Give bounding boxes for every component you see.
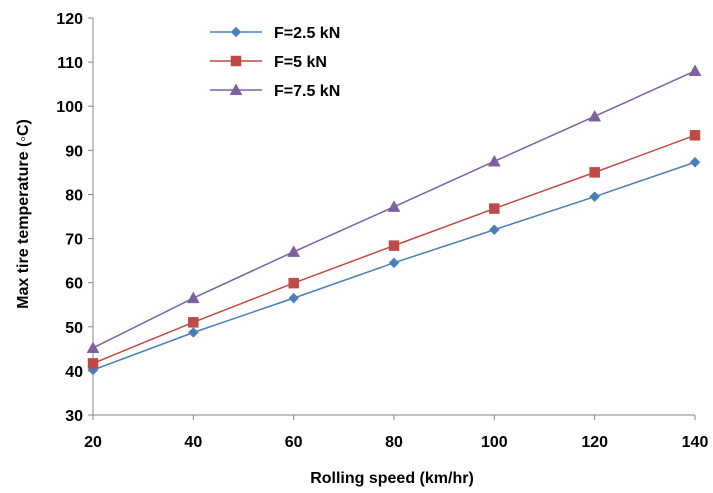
data-point (387, 200, 401, 212)
x-tick-label: 20 (84, 434, 102, 451)
series-3 (86, 64, 702, 354)
y-tick-label: 80 (65, 187, 83, 204)
y-tick-label: 70 (65, 232, 83, 249)
x-axis-title: Rolling speed (km/hr) (310, 470, 474, 487)
y-tick-label: 100 (56, 99, 83, 116)
data-point (288, 277, 299, 289)
axes: 30 40 50 60 70 80 90 100 110 120 20 40 60 80 100 120 140 (56, 11, 708, 451)
x-tick-label: 120 (581, 434, 608, 451)
x-tick-label: 140 (682, 434, 709, 451)
data-point (86, 341, 100, 354)
data-point (589, 167, 600, 178)
data-point (487, 154, 501, 167)
data-point (489, 203, 500, 214)
data-point (689, 156, 701, 168)
y-tick-label: 60 (65, 276, 83, 293)
series-layer (86, 64, 702, 376)
y-tick-label: 30 (65, 408, 83, 425)
y-tick-label: 90 (65, 143, 83, 160)
y-tick-label: 50 (65, 320, 83, 337)
legend-entry: F=5 kN (210, 54, 327, 71)
data-point (287, 245, 301, 257)
legend-entry: F=7.5 kN (210, 83, 340, 100)
data-point (589, 191, 601, 203)
legend-marker (230, 26, 242, 38)
data-point (588, 109, 602, 122)
y-tick-label: 120 (56, 11, 83, 28)
data-point (87, 358, 99, 369)
legend-marker (230, 55, 242, 67)
legend-marker (229, 83, 243, 96)
y-tick-label: 40 (65, 364, 83, 381)
data-point (388, 240, 400, 251)
data-point (186, 291, 200, 304)
data-point (288, 292, 300, 304)
legend: F=2.5 kN F=5 kN F=7.5 kN (210, 25, 340, 100)
data-point (689, 130, 701, 141)
x-tick-label: 40 (184, 434, 202, 451)
y-axis-title: Max tire temperature (◦C) (15, 119, 32, 309)
series-1 (87, 156, 701, 376)
data-point (188, 317, 199, 328)
y-tick-label: 110 (57, 55, 83, 72)
legend-label: F=2.5 kN (274, 25, 340, 42)
data-point (688, 64, 702, 76)
legend-label: F=5 kN (274, 54, 327, 71)
series-2 (87, 130, 701, 369)
x-tick-label: 100 (481, 434, 508, 451)
data-point (388, 257, 400, 269)
data-point (488, 224, 500, 236)
x-tick-label: 60 (285, 434, 303, 451)
legend-label: F=7.5 kN (274, 83, 340, 100)
data-point (187, 327, 199, 338)
x-tick-label: 80 (385, 434, 403, 451)
legend-entry: F=2.5 kN (210, 25, 340, 42)
